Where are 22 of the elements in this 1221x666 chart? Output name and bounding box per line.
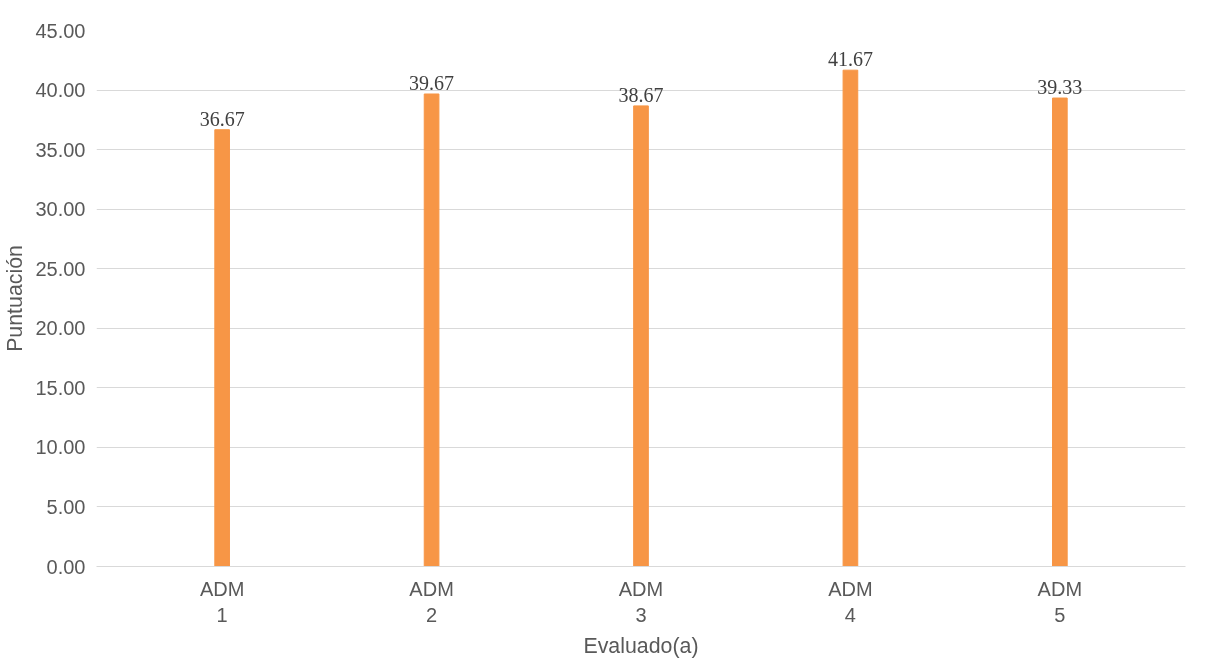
y-axis-title: Puntuación [3, 245, 28, 352]
y-tick-label: 20.00 [35, 317, 86, 340]
y-tick-label: 30.00 [35, 198, 86, 221]
y-tick-label: 10.00 [35, 436, 86, 459]
y-tick-label: 5.00 [46, 495, 86, 518]
x-tick-label: ADM 4 [828, 577, 873, 626]
y-tick-label: 25.00 [35, 257, 86, 280]
x-tick-label: ADM 2 [409, 577, 454, 626]
data-label: 38.67 [618, 83, 664, 106]
data-label: 39.67 [409, 71, 455, 94]
x-tick-label: ADM 3 [618, 577, 664, 626]
data-label: 36.67 [199, 107, 245, 130]
y-tick-label: 45.00 [35, 19, 86, 42]
x-tick-label: ADM 1 [199, 577, 245, 626]
y-tick-label: 40.00 [35, 79, 86, 102]
data-label: 41.67 [827, 48, 873, 71]
y-tick-label: 0.00 [46, 555, 86, 578]
data-label: 39.33 [1037, 76, 1083, 99]
x-axis-title: Evaluado(a) [583, 633, 699, 658]
x-tick-label: ADM 5 [1037, 577, 1083, 626]
y-tick-label: 35.00 [35, 138, 86, 161]
y-tick-label: 15.00 [35, 376, 86, 399]
